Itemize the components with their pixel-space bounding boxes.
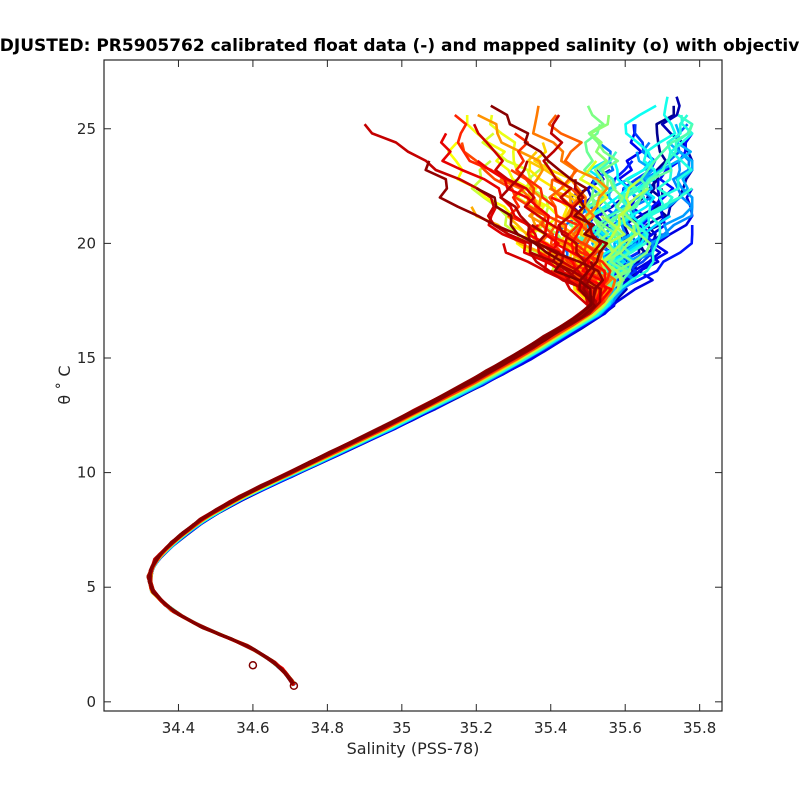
y-axis-label: θ ˚ C (55, 365, 74, 404)
y-tick-label: 10 (77, 464, 96, 482)
y-tick-label: 20 (77, 234, 96, 252)
x-tick-label: 34.4 (162, 719, 195, 737)
float-profile-line (148, 187, 593, 685)
x-tick-label: 35.2 (460, 719, 493, 737)
y-tick-label: 25 (77, 120, 96, 138)
mapped-salinity-point (289, 681, 299, 691)
x-tick-label: 35.4 (534, 719, 567, 737)
mapped-salinity-points (248, 660, 299, 691)
x-axis-ticks: 34.4 34.6 34.8 35 35.2 35.4 35.6 35.8 (162, 60, 716, 737)
y-tick-label: 0 (86, 693, 96, 711)
plot-area (104, 60, 722, 711)
x-tick-label: 35.6 (609, 719, 642, 737)
y-tick-label: 5 (86, 578, 96, 596)
x-axis-label: Salinity (PSS-78) (347, 739, 480, 758)
chart-title: DOXY_ADJUSTED: PR5905762 calibrated floa… (0, 36, 800, 56)
float-profiles (146, 96, 694, 687)
x-tick-label: 34.8 (311, 719, 344, 737)
x-tick-label: 35.8 (683, 719, 716, 737)
mapped-salinity-point (248, 660, 258, 670)
y-tick-label: 15 (77, 349, 96, 367)
y-axis-ticks: 0 5 10 15 20 25 (77, 120, 722, 711)
x-tick-label: 34.6 (236, 719, 269, 737)
x-tick-label: 35 (392, 719, 411, 737)
plot-frame (103, 59, 723, 712)
